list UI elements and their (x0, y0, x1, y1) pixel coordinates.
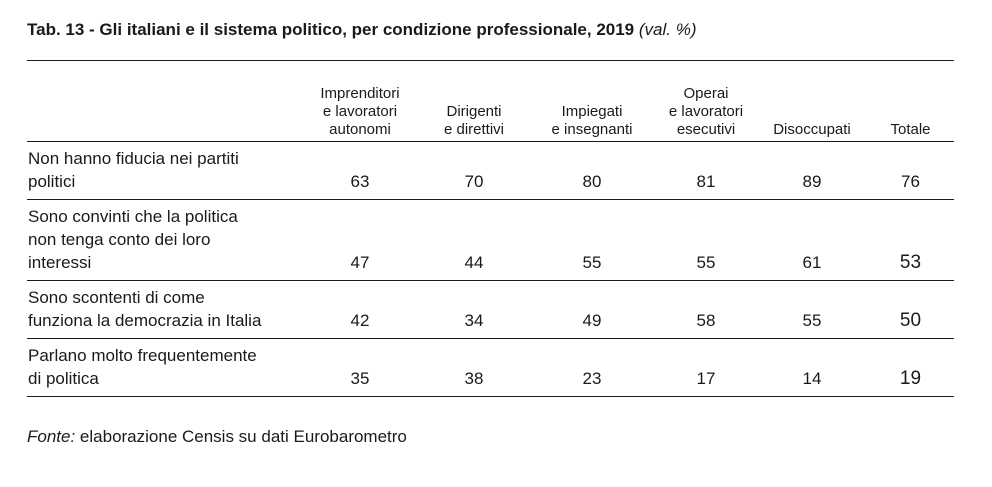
column-header-line: e insegnanti (551, 121, 633, 138)
value-cell: 55 (696, 253, 716, 272)
table-row: Non hanno fiducia nei partiti politici 63 7… (27, 142, 954, 200)
table-row: Sono scontenti di come funziona la democr… (27, 281, 954, 339)
row-label-line: Sono convinti che la politica (28, 207, 238, 226)
column-header: Dirigenti e direttivi (419, 61, 529, 142)
total-cell: 76 (901, 172, 920, 191)
column-header-line: Impiegati (561, 103, 623, 120)
column-header-line: Dirigenti (446, 103, 502, 120)
row-label-line: politici (28, 172, 76, 191)
value-cell: 81 (696, 172, 716, 191)
table-title: Tab. 13 - Gli italiani e il sistema poli… (27, 20, 697, 40)
column-header-line: Disoccupati (773, 121, 851, 138)
row-label-line: interessi (28, 253, 92, 272)
data-table: Imprenditori e lavoratori autonomi Dirigent… (27, 60, 954, 397)
column-header-line: e lavoratori (322, 103, 398, 120)
column-header: Imprenditori e lavoratori autonomi (301, 61, 419, 142)
row-label: Sono scontenti di come funziona la democr… (27, 281, 301, 339)
value-cell: 17 (696, 369, 716, 388)
source-note: Fonte: elaborazione Censis su dati Eurob… (27, 427, 407, 447)
value-cell: 42 (350, 311, 370, 330)
row-label-line: Parlano molto frequentemente (28, 346, 257, 365)
table-row: Sono convinti che la politica non tenga c… (27, 200, 954, 281)
column-header-line: e direttivi (443, 121, 505, 138)
table-body: Non hanno fiducia nei partiti politici 63 7… (27, 142, 954, 397)
total-cell: 50 (899, 310, 922, 331)
source-label: Fonte: (27, 427, 76, 446)
row-label-line: di politica (28, 369, 99, 388)
column-header-line: Totale (890, 121, 931, 138)
header-row: Imprenditori e lavoratori autonomi Dirigent… (27, 60, 954, 142)
column-header: Disoccupati (757, 61, 867, 142)
column-header-line: autonomi (329, 121, 391, 138)
row-label-line: non tenga conto dei loro (28, 230, 211, 249)
value-cell: 80 (582, 172, 602, 191)
value-cell: 35 (350, 369, 370, 388)
value-cell: 89 (802, 172, 822, 191)
row-label-line: Sono scontenti di come (28, 288, 205, 307)
value-cell: 61 (802, 253, 822, 272)
column-header: Operai e lavoratori esecutivi (655, 61, 757, 142)
value-cell: 44 (464, 253, 484, 272)
total-cell: 19 (899, 368, 922, 389)
row-label: Parlano molto frequentemente di politica (27, 339, 301, 397)
value-cell: 55 (802, 311, 822, 330)
table-row: Parlano molto frequentemente di politica 3… (27, 339, 954, 397)
title-main: Tab. 13 - Gli italiani e il sistema poli… (27, 20, 635, 39)
row-label: Non hanno fiducia nei partiti politici (27, 142, 301, 200)
column-header-line: Imprenditori (320, 85, 400, 102)
column-header: Impiegati e insegnanti (529, 61, 655, 142)
row-label-line: funziona la democrazia in Italia (28, 311, 262, 330)
row-label: Sono convinti che la politica non tenga c… (27, 200, 301, 281)
column-header: Totale (867, 61, 954, 142)
value-cell: 47 (350, 253, 370, 272)
value-cell: 38 (464, 369, 484, 388)
title-unit: (val. %) (638, 20, 697, 39)
source-text: elaborazione Censis su dati Eurobarometr… (75, 427, 407, 446)
column-header-line: e lavoratori (668, 103, 744, 120)
total-cell: 53 (899, 252, 922, 273)
column-header-line: Operai (683, 85, 729, 102)
header-blank (27, 61, 301, 142)
value-cell: 58 (696, 311, 716, 330)
row-label-line: Non hanno fiducia nei partiti (28, 149, 239, 168)
value-cell: 55 (582, 253, 602, 272)
value-cell: 23 (582, 369, 602, 388)
value-cell: 34 (464, 311, 484, 330)
value-cell: 14 (802, 369, 822, 388)
column-header-line: esecutivi (676, 121, 736, 138)
value-cell: 63 (350, 172, 370, 191)
value-cell: 49 (582, 311, 602, 330)
value-cell: 70 (464, 172, 484, 191)
